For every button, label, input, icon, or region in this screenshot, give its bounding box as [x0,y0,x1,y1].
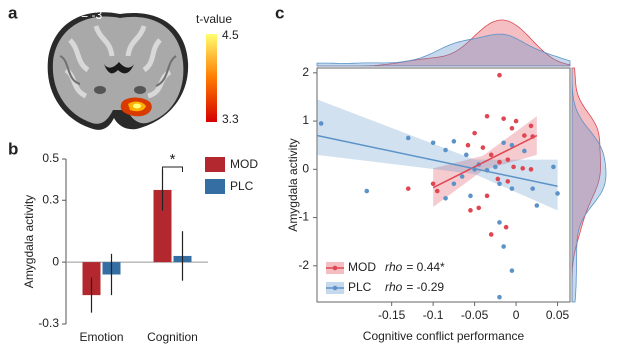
y-tick-label: 0 [52,254,59,268]
y-tick-label: 1 [302,113,309,127]
legend-label: PLC [230,179,254,193]
scatter-point [497,295,502,300]
scatter-point [505,157,510,162]
scatter-point [452,181,457,186]
marginal-density-x [317,34,570,66]
scatter-point [497,220,502,225]
x-tick-label: -0.1 [423,308,444,322]
colorbar-tick-label: 3.3 [222,112,239,126]
colorbar [206,34,217,122]
scatter-point [468,208,473,213]
scatter-point [406,136,411,141]
scatter-point [522,133,527,138]
scatter-point [485,114,490,119]
scatter-point [466,143,471,148]
scatter-point [464,153,469,158]
legend-label: PLC [348,280,372,294]
scatter-point [443,196,448,201]
legend-stat: rho= 0.44* [385,260,445,274]
legend-stat: rho= -0.29 [385,280,444,294]
scatter-point [510,186,515,191]
scatter-point [443,148,448,153]
scatter-point [485,194,490,199]
page: {"panel_a": {"letter": "a", "slice_label… [0,0,627,348]
scatter-point [510,126,515,131]
scatter-point [514,119,519,124]
scatter-point [431,140,436,145]
scatter-point [522,149,527,154]
scatter-point [364,189,369,194]
scatter-point [496,177,501,182]
scatter-point [481,145,486,150]
legend-swatch [205,179,225,194]
legend-swatch-dot [333,266,338,271]
scatter-point [530,186,535,191]
scatter-point [555,191,560,196]
scatter-point [489,232,494,237]
figure: a Y = -3 t-value 4.5 3.3 b Amygdala activit… [0,0,627,348]
legend-stat-name: rho [385,280,403,294]
scatter-point [452,139,457,144]
y-tick-label: 0.5 [42,151,59,165]
scatter-point [497,160,502,165]
x-tick-label: -0.15 [378,308,406,322]
scatter-point [511,165,516,170]
panel-letter: c [275,3,284,22]
scatter-point [431,181,436,186]
scatter-point [472,131,477,136]
colorbar-tick-label: 4.5 [222,28,239,42]
scatter-point [551,165,556,170]
scatter-point [529,167,534,172]
scatter-point [497,181,502,186]
scatter-point [520,166,525,171]
scatter-point [501,244,506,249]
scatter-point [468,194,473,199]
scatter-point [476,206,481,211]
scatter-point [493,165,498,170]
legend-stat-value: = 0.44* [406,260,445,274]
legend-label: MOD [348,260,376,274]
scatter-point [497,73,502,78]
scatter-point [460,174,465,179]
y-tick-label: -2 [298,258,309,272]
y-axis-label: Amygdala activity [286,138,300,231]
x-tick-label: 0.05 [546,308,570,322]
scatter-point [319,121,324,126]
scatter-point [510,268,515,273]
scatter-point [501,140,506,145]
scatter-point [435,189,440,194]
slice-label: Y = -3 [70,8,102,22]
x-axis-label: Cognitive conflict performance [363,329,525,343]
brain-slice [48,12,188,130]
y-tick-label: 0.3 [42,192,59,206]
significance-label: * [170,151,176,168]
legend-swatch [205,157,225,172]
x-tick-label: Emotion [79,330,123,344]
panel-letter: b [8,139,18,158]
y-tick-label: 0 [302,161,309,175]
y-axis-label: Amygdala activity [22,195,36,288]
legend-label: MOD [230,157,258,171]
scatter-point [501,116,506,121]
scatter-point [529,124,534,129]
scatter-point [504,225,509,230]
scatter-point [535,203,540,208]
scatter-point [505,179,510,184]
x-tick-label: -0.05 [461,308,489,322]
x-tick-label: Cognition [147,330,198,344]
panel-letter: a [8,3,18,22]
scatter-point [406,186,411,191]
y-tick-label: 2 [302,65,309,79]
legend-swatch-dot [333,286,338,291]
y-tick-label: -0.3 [38,316,59,330]
scatter-point [489,153,494,158]
legend-stat-value: = -0.29 [406,280,444,294]
x-tick-label: 0 [513,308,520,322]
colorbar-label: t-value [196,12,232,26]
legend-stat-name: rho [385,260,403,274]
